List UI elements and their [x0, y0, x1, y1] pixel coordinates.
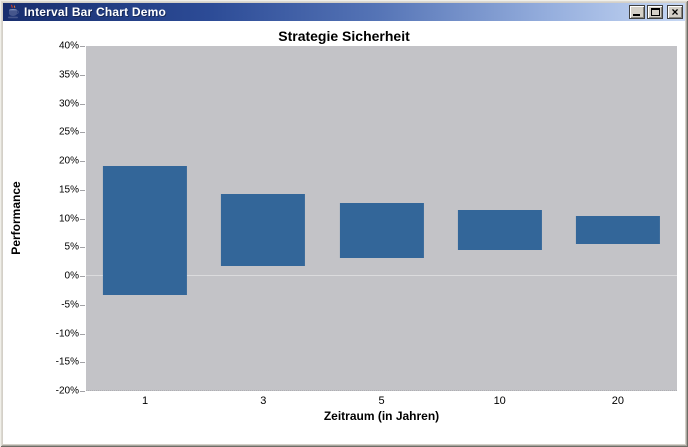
y-axis-ticks: 40% 35% 30% 25% 20% 15% 10% 5% 0% -5% -10% -15% -20% [3, 41, 79, 397]
y-tick-mark [80, 304, 85, 306]
close-button[interactable]: × [667, 5, 683, 19]
chart-title: Strategie Sicherheit [278, 28, 410, 44]
x-axis-labels: 1 3 5 10 20 [86, 395, 677, 408]
y-tick-label: 5% [64, 241, 79, 253]
interval-bar-20 [575, 216, 660, 244]
x-tick-label: 10 [493, 395, 506, 407]
y-tick-mark [80, 132, 85, 134]
y-tick-label: 15% [58, 184, 79, 196]
y-tick-mark [80, 391, 85, 392]
y-tick-label: 20% [58, 155, 79, 167]
x-tick-label: 1 [142, 395, 149, 407]
y-tick-mark [80, 333, 85, 335]
y-tick-mark [80, 362, 85, 364]
y-tick-mark [80, 46, 85, 47]
y-tick-mark [80, 103, 85, 105]
y-tick-mark [80, 161, 85, 162]
y-tick-label: -20% [55, 385, 79, 397]
minimize-button[interactable] [629, 5, 645, 19]
plot-area[interactable] [86, 46, 677, 391]
interval-bar-1 [103, 165, 188, 295]
x-tick-label: 20 [611, 395, 625, 407]
plot-wrap [80, 46, 677, 392]
y-tick-mark [80, 218, 85, 220]
interval-bar-5 [339, 202, 424, 259]
close-icon: × [671, 5, 679, 19]
y-tick-label: -10% [55, 328, 79, 339]
title-bar[interactable]: Interval Bar Chart Demo × [3, 3, 685, 21]
y-tick-label: 0% [64, 270, 79, 282]
y-tick-mark [80, 276, 85, 277]
y-tick-mark [80, 247, 85, 249]
y-tick-mark [80, 74, 85, 76]
maximize-icon [651, 8, 660, 16]
y-tick-label: 25% [58, 126, 79, 138]
interval-bar-3 [221, 193, 306, 266]
java-cup-icon [8, 4, 19, 19]
chart-panel: Strategie Sicherheit Performance 40% 35% 3… [3, 21, 685, 444]
y-tick-label: 35% [58, 69, 79, 81]
x-tick-label: 3 [260, 395, 267, 407]
window-controls: × [627, 5, 683, 19]
y-tick-label: 40% [58, 40, 79, 52]
window-title: Interval Bar Chart Demo [24, 5, 166, 19]
interval-bar-10 [457, 209, 542, 250]
zero-baseline [86, 275, 677, 277]
x-tick-label: 5 [378, 395, 385, 407]
y-tick-label: 10% [58, 213, 79, 224]
x-axis-title: Zeitraum (in Jahren) [323, 409, 440, 423]
minimize-icon [633, 14, 640, 16]
y-tick-mark [80, 189, 85, 191]
maximize-button[interactable] [647, 5, 663, 19]
y-tick-label: 30% [58, 98, 79, 109]
y-tick-label: -15% [55, 356, 79, 368]
y-tick-label: -5% [61, 299, 79, 311]
